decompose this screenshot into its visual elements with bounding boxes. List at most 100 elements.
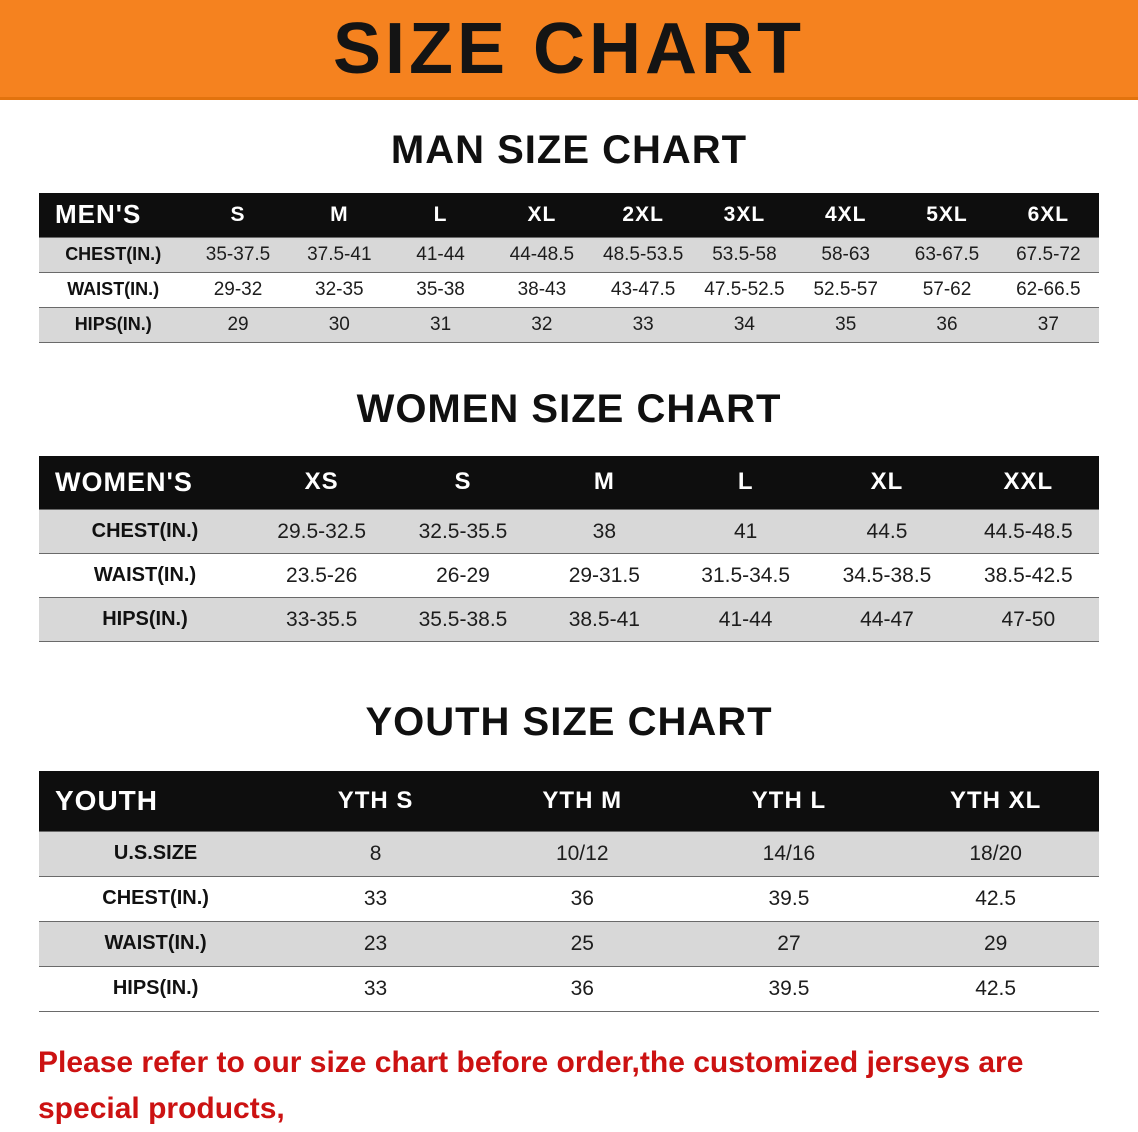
measurement-row: HIPS(IN.) 33-35.5 35.5-38.5 38.5-41 41-44 44-… [39,597,1099,642]
value-cell: 38.5-41 [533,597,675,642]
value-cell: 32-35 [288,271,390,307]
value-cell: 31.5-34.5 [674,553,817,598]
row-label-cell: WAIST(IN.) [39,920,273,966]
measurement-row: U.S.SIZE 8 10/12 14/16 18/20 [39,830,1099,876]
value-cell: 33 [592,306,694,342]
size-header-cell: 4XL [795,193,897,237]
value-cell: 43-47.5 [592,271,694,307]
size-header-cell: L [389,193,492,237]
value-cell: 14/16 [685,830,893,876]
value-cell: 44-48.5 [491,236,593,272]
value-cell: 38.5-42.5 [957,553,1099,598]
women-section-heading: WOMEN SIZE CHART [356,386,782,431]
row-label-cell: CHEST(IN.) [39,236,188,272]
measurement-row: CHEST(IN.) 33 36 39.5 42.5 [39,875,1099,921]
row-label-cell: HIPS(IN.) [39,306,188,342]
value-cell: 33 [272,875,479,921]
value-cell: 35 [795,306,897,342]
table-title-cell: YOUTH [39,771,273,831]
youth-section-heading: YOUTH SIZE CHART [365,700,773,744]
row-label-cell: WAIST(IN.) [39,553,251,598]
size-header-cell: XS [251,455,393,510]
footer-note: Please refer to our size chart before or… [38,1040,1104,1132]
value-cell: 41 [674,509,817,554]
value-cell: 32.5-35.5 [392,509,534,554]
size-header-cell: S [187,193,289,237]
table-header-row: YOUTH YTH S YTH M YTH L YTH XL [39,771,1099,831]
measurement-row: WAIST(IN.) 23 25 27 29 [39,920,1099,966]
value-cell: 41-44 [674,597,817,642]
value-cell: 29.5-32.5 [251,509,393,554]
size-header-cell: 5XL [896,193,998,237]
size-header-cell: XXL [957,455,1099,510]
value-cell: 47.5-52.5 [693,271,796,307]
value-cell: 41-44 [389,236,492,272]
value-cell: 67.5-72 [997,236,1099,272]
youth-size-table: YOUTH YTH S YTH M YTH L YTH XL U.S.SIZE 8 10/12… [39,771,1099,1012]
value-cell: 53.5-58 [693,236,796,272]
value-cell: 37.5-41 [288,236,390,272]
value-cell: 29 [187,306,289,342]
value-cell: 52.5-57 [795,271,897,307]
size-header-cell: YTH XL [892,771,1099,831]
row-label-cell: CHEST(IN.) [39,509,251,554]
value-cell: 25 [478,920,686,966]
value-cell: 38 [533,509,675,554]
value-cell: 30 [288,306,390,342]
value-cell: 29 [892,920,1099,966]
value-cell: 18/20 [892,830,1099,876]
value-cell: 44-47 [816,597,958,642]
row-label-cell: HIPS(IN.) [39,597,251,642]
row-label-cell: CHEST(IN.) [39,875,273,921]
size-header-cell: YTH L [685,771,893,831]
women-size-section: WOMEN SIZE CHART WOMEN'S XS S M L XL XXL CHEST(… [0,386,1138,642]
value-cell: 39.5 [685,965,893,1011]
value-cell: 57-62 [896,271,998,307]
value-cell: 42.5 [892,965,1099,1011]
value-cell: 23.5-26 [251,553,393,598]
size-header-cell: M [288,193,390,237]
measurement-row: CHEST(IN.) 29.5-32.5 32.5-35.5 38 41 44.5 44.5… [39,509,1099,554]
row-label-cell: HIPS(IN.) [39,965,273,1011]
measurement-row: CHEST(IN.) 35-37.5 37.5-41 41-44 44-48.5 48.5… [39,236,1099,272]
size-header-cell: 6XL [997,193,1099,237]
footer-note-line-1: Please refer to our size chart before or… [38,1045,1024,1125]
banner-title: SIZE CHART [333,8,805,89]
value-cell: 35-37.5 [187,236,289,272]
value-cell: 34 [693,306,796,342]
value-cell: 35.5-38.5 [392,597,534,642]
women-size-table: WOMEN'S XS S M L XL XXL CHEST(IN.) 29.5-32.5 32.5… [39,455,1099,642]
measurement-row: WAIST(IN.) 23.5-26 26-29 29-31.5 31.5-34.5 34… [39,553,1099,598]
value-cell: 58-63 [795,236,897,272]
size-header-cell: XL [491,193,593,237]
value-cell: 29-32 [187,271,289,307]
value-cell: 33 [272,965,479,1011]
measurement-row: HIPS(IN.) 29 30 31 32 33 34 35 36 37 [39,306,1099,342]
value-cell: 26-29 [392,553,534,598]
size-header-cell: M [533,455,675,510]
size-header-cell: 2XL [592,193,694,237]
value-cell: 44.5 [816,509,958,554]
value-cell: 33-35.5 [251,597,393,642]
row-label-cell: WAIST(IN.) [39,271,188,307]
value-cell: 29-31.5 [533,553,675,598]
value-cell: 48.5-53.5 [592,236,694,272]
size-header-cell: YTH S [272,771,479,831]
men-section-heading: MAN SIZE CHART [390,128,748,172]
value-cell: 31 [389,306,492,342]
value-cell: 44.5-48.5 [957,509,1099,554]
value-cell: 23 [272,920,479,966]
size-header-cell: YTH M [478,771,686,831]
value-cell: 38-43 [491,271,593,307]
value-cell: 27 [685,920,893,966]
size-header-cell: L [674,455,817,510]
value-cell: 8 [272,830,479,876]
value-cell: 10/12 [478,830,686,876]
value-cell: 36 [478,875,686,921]
measurement-row: WAIST(IN.) 29-32 32-35 35-38 38-43 43-47.5 47.… [39,271,1099,307]
measurement-row: HIPS(IN.) 33 36 39.5 42.5 [39,965,1099,1011]
table-title-cell: MEN'S [39,193,188,237]
value-cell: 42.5 [892,875,1099,921]
value-cell: 62-66.5 [997,271,1099,307]
size-header-cell: S [392,455,534,510]
